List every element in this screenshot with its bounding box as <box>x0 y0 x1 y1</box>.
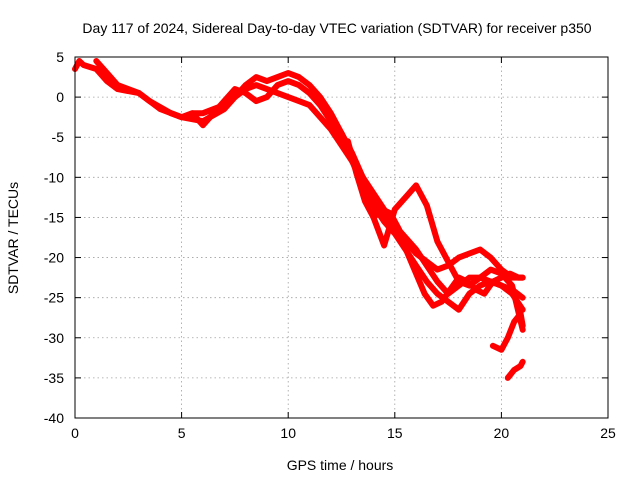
x-axis-label: GPS time / hours <box>287 457 394 473</box>
y-axis-label: SDTVAR / TECUs <box>5 182 21 294</box>
y-tick-label: -35 <box>44 370 64 386</box>
x-tick-label: 0 <box>71 425 79 441</box>
y-tick-label: 0 <box>56 89 64 105</box>
plot-frame <box>74 56 609 419</box>
x-tick-label: 5 <box>178 425 186 441</box>
series-line-6 <box>489 310 526 353</box>
series-line-7 <box>504 358 526 381</box>
chart-title: Day 117 of 2024, Sidereal Day-to-day VTE… <box>82 20 591 36</box>
x-tick-label: 10 <box>280 425 296 441</box>
x-tick-label: 15 <box>387 425 403 441</box>
y-tick-label: -5 <box>52 129 65 145</box>
axis-ticks: 0 5 10 15 20 25 5 0 -5 -10 -15 -20 -25 -30 -35 -40 <box>44 49 616 441</box>
y-tick-label: -25 <box>44 290 64 306</box>
x-tick-label: 20 <box>494 425 510 441</box>
y-tick-label: -10 <box>44 169 64 185</box>
x-tick-label: 25 <box>600 425 616 441</box>
y-tick-label: -15 <box>44 209 64 225</box>
series-line-5 <box>344 138 526 309</box>
y-tick-label: -20 <box>44 250 64 266</box>
grid-lines <box>75 57 608 418</box>
y-tick-label: -40 <box>44 410 64 426</box>
y-tick-label: -30 <box>44 330 64 346</box>
data-series-group <box>72 58 526 381</box>
y-tick-label: 5 <box>56 49 64 65</box>
